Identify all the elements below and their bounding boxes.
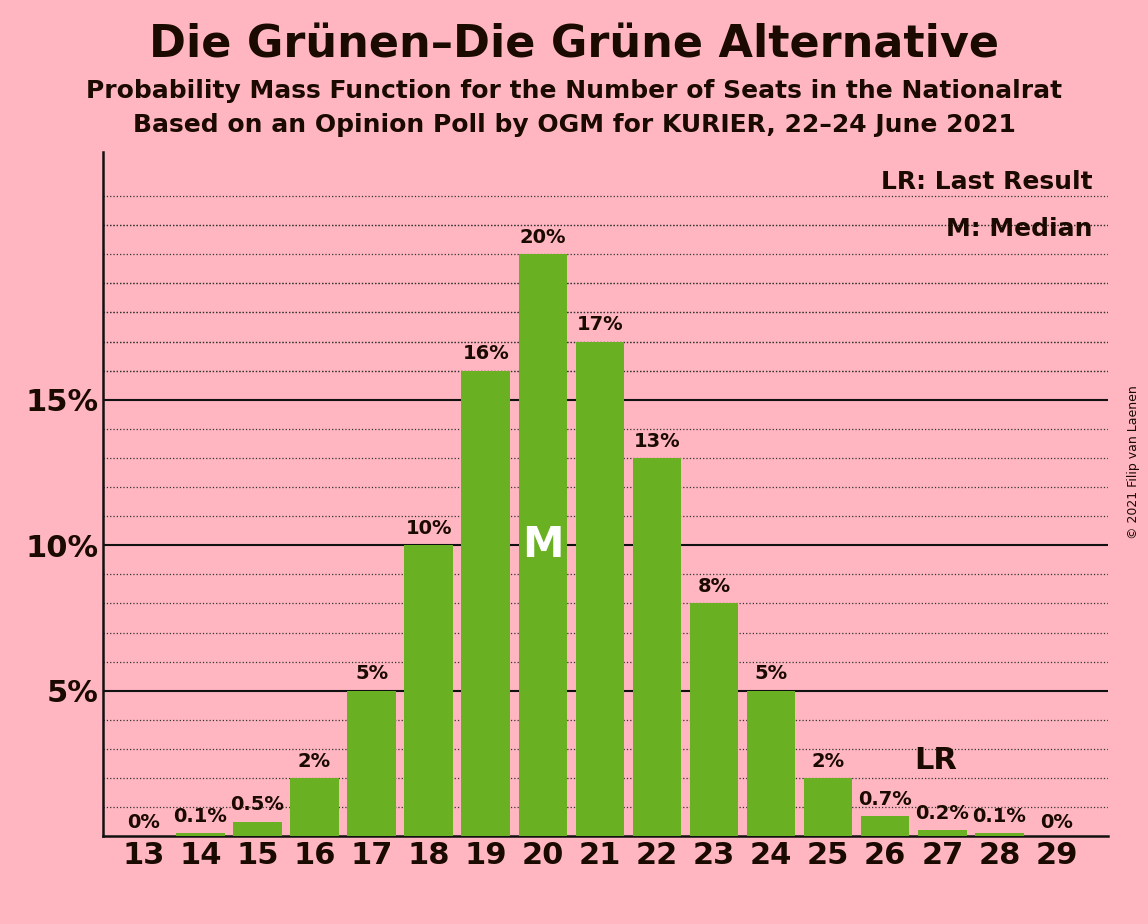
Bar (690, 603, 738, 836)
Bar (804, 778, 853, 836)
Text: M: Median: M: Median (946, 217, 1093, 241)
Text: M: M (522, 524, 564, 566)
Text: 5%: 5% (754, 664, 788, 684)
Text: 0.5%: 0.5% (231, 796, 285, 814)
Text: Die Grünen–Die Grüne Alternative: Die Grünen–Die Grüne Alternative (149, 23, 999, 67)
Bar (918, 831, 967, 836)
Text: © 2021 Filip van Laenen: © 2021 Filip van Laenen (1127, 385, 1140, 539)
Text: 13%: 13% (634, 432, 681, 451)
Text: 20%: 20% (520, 228, 566, 247)
Text: 5%: 5% (355, 664, 388, 684)
Text: 2%: 2% (812, 752, 845, 771)
Bar (348, 691, 396, 836)
Bar (747, 691, 796, 836)
Text: 0%: 0% (126, 813, 160, 832)
Text: 10%: 10% (405, 519, 452, 538)
Text: Probability Mass Function for the Number of Seats in the Nationalrat: Probability Mass Function for the Number… (86, 79, 1062, 103)
Bar (633, 458, 681, 836)
Bar (575, 342, 625, 836)
Bar (519, 254, 567, 836)
Bar (176, 833, 225, 836)
Text: LR: LR (914, 746, 956, 775)
Text: 0.7%: 0.7% (859, 790, 913, 808)
Text: 8%: 8% (698, 578, 730, 596)
Bar (861, 816, 909, 836)
Text: Based on an Opinion Poll by OGM for KURIER, 22–24 June 2021: Based on an Opinion Poll by OGM for KURI… (132, 113, 1016, 137)
Text: LR: Last Result: LR: Last Result (882, 170, 1093, 193)
Text: 16%: 16% (463, 345, 509, 363)
Bar (233, 821, 281, 836)
Text: 2%: 2% (298, 752, 331, 771)
Bar (975, 833, 1024, 836)
Bar (404, 545, 453, 836)
Bar (461, 371, 510, 836)
Text: 0.1%: 0.1% (972, 807, 1026, 826)
Text: 17%: 17% (576, 315, 623, 334)
Bar (290, 778, 339, 836)
Text: 0.1%: 0.1% (173, 807, 227, 826)
Text: 0.2%: 0.2% (915, 804, 969, 823)
Text: 0%: 0% (1040, 813, 1073, 832)
